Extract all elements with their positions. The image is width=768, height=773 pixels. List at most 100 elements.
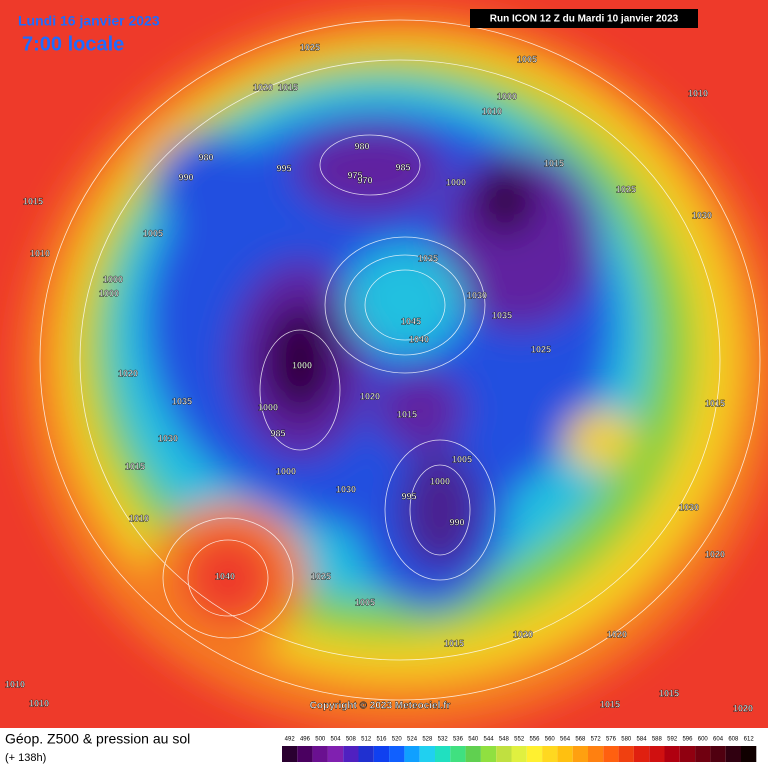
legend-swatch: [404, 746, 420, 762]
pressure-label: 1025: [616, 184, 636, 194]
legend-label: 544: [484, 737, 495, 743]
legend-label: 496: [300, 737, 311, 743]
pressure-label: 1030: [679, 502, 699, 512]
legend-label: 528: [422, 737, 433, 743]
legend-label: 540: [468, 737, 479, 743]
pressure-label: 1005: [355, 597, 375, 607]
pressure-label: 980: [354, 141, 369, 151]
pressure-label: 1020: [118, 368, 138, 378]
pressure-label: 1015: [705, 398, 725, 408]
legend-swatch: [542, 746, 558, 762]
pressure-label: 1005: [517, 54, 537, 64]
pressure-label: 1000: [497, 91, 517, 101]
pressure-label: 1000: [276, 466, 296, 476]
legend-swatch: [725, 746, 741, 762]
footer-lead: (+ 138h): [5, 752, 46, 764]
pressure-label: 1010: [688, 88, 708, 98]
legend-swatch: [419, 746, 435, 762]
legend-swatch: [450, 746, 466, 762]
legend-label: 584: [637, 737, 648, 743]
legend-swatch: [358, 746, 374, 762]
pressure-label: 985: [270, 428, 285, 438]
pressure-label: 1010: [30, 248, 50, 258]
legend-swatch: [297, 746, 313, 762]
legend-swatch: [603, 746, 619, 762]
legend-label: 552: [514, 737, 525, 743]
pressure-label: 990: [178, 172, 193, 182]
pressure-label: 1025: [531, 344, 551, 354]
pressure-label: 1035: [172, 396, 192, 406]
legend-label: 556: [529, 737, 540, 743]
legend-swatch: [649, 746, 665, 762]
pressure-label: 1015: [659, 688, 679, 698]
time: 7:00 locale: [22, 33, 124, 55]
pressure-label: 1015: [125, 461, 145, 471]
legend-swatch: [465, 746, 481, 762]
copyright: Copyright © 2023 Meteociel.fr: [310, 701, 451, 712]
legend-swatch: [373, 746, 390, 762]
legend-label: 600: [698, 737, 709, 743]
legend-swatch: [618, 746, 634, 762]
pressure-label: 1010: [29, 698, 49, 708]
legend-label: 532: [438, 737, 449, 743]
legend-label: 536: [453, 737, 464, 743]
pressure-label: 1015: [600, 699, 620, 709]
pressure-label: 1010: [5, 679, 25, 689]
pressure-label: 1000: [103, 274, 123, 284]
legend-swatch: [511, 746, 527, 762]
pressure-label: 990: [449, 517, 464, 527]
pressure-label: 980: [198, 152, 213, 162]
legend-label: 572: [591, 737, 602, 743]
pressure-label: 1030: [336, 484, 356, 494]
pressure-label: 1015: [397, 409, 417, 419]
pressure-label: 1040: [215, 571, 235, 581]
pressure-label: 1020: [513, 629, 533, 639]
pressure-label: 1025: [300, 42, 320, 52]
pressure-label: 1005: [143, 228, 163, 238]
legend-swatch: [496, 746, 512, 762]
legend-swatch: [312, 746, 328, 762]
pressure-label: 1015: [444, 638, 464, 648]
field-background: [0, 0, 768, 728]
pressure-label: 1020: [360, 391, 380, 401]
pressure-label: 1005: [452, 454, 472, 464]
run-box: [470, 9, 698, 28]
pressure-label: 1015: [544, 158, 564, 168]
legend-label: 524: [407, 737, 418, 743]
pressure-label: 1040: [409, 334, 429, 344]
legend-swatch: [557, 746, 573, 762]
pressure-label: 1000: [446, 177, 466, 187]
pressure-label: 995: [276, 163, 291, 173]
legend-label: 576: [606, 737, 617, 743]
legend-swatch: [327, 746, 344, 762]
pressure-label: 1025: [311, 571, 331, 581]
legend-label: 608: [728, 737, 739, 743]
pressure-label: 1030: [692, 210, 712, 220]
pressure-label: 1035: [492, 310, 512, 320]
pressure-label: 1020: [733, 703, 753, 713]
legend-label: 588: [652, 737, 663, 743]
pressure-label: 1030: [467, 290, 487, 300]
legend-swatch: [480, 746, 497, 762]
legend-swatch: [664, 746, 680, 762]
legend-label: 564: [560, 737, 571, 743]
legend-label: 492: [285, 737, 296, 743]
pressure-label: 1030: [158, 433, 178, 443]
pressure-label: 1010: [482, 106, 502, 116]
legend-swatch: [695, 746, 711, 762]
run-info: Run ICON 12 Z du Mardi 10 janvier 2023: [490, 14, 679, 25]
pressure-label: 1035: [418, 253, 438, 263]
legend-label: 612: [744, 737, 755, 743]
legend-label: 508: [346, 737, 357, 743]
pressure-label: 1000: [430, 476, 450, 486]
legend-swatch: [343, 746, 359, 762]
pressure-label: 1000: [258, 402, 278, 412]
pressure-label: 1000: [99, 288, 119, 298]
legend-label: 516: [376, 737, 387, 743]
legend-swatch: [526, 746, 543, 762]
legend-label: 604: [713, 737, 724, 743]
legend-label: 548: [499, 737, 510, 743]
legend-swatch: [679, 746, 696, 762]
legend-label: 580: [621, 737, 632, 743]
footer-title: Géop. Z500 & pression au sol: [5, 731, 190, 747]
